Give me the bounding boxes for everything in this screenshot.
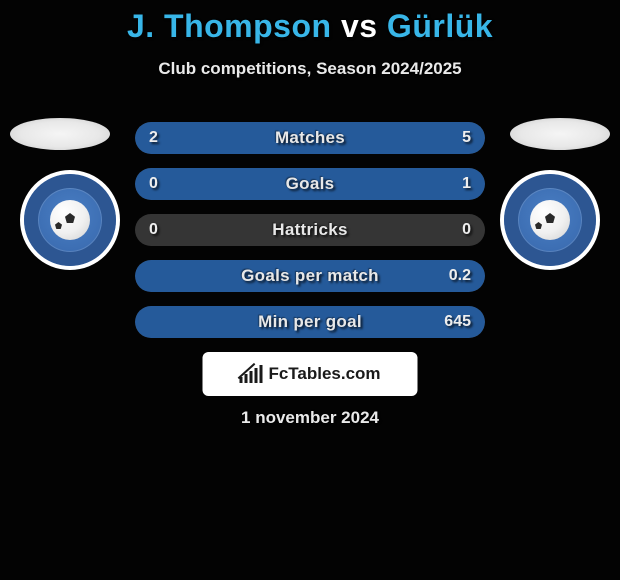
- stat-value-right: 0.2: [449, 260, 471, 292]
- stat-value-right: 0: [462, 214, 471, 246]
- stat-label: Matches: [135, 122, 485, 154]
- player1-name: J. Thompson: [127, 8, 332, 44]
- comparison-infographic: J. Thompson vs Gürlük Club competitions,…: [0, 0, 620, 580]
- football-icon: [530, 200, 570, 240]
- player2-name: Gürlük: [387, 8, 493, 44]
- flag-right: [510, 118, 610, 150]
- football-icon: [50, 200, 90, 240]
- brand-badge: FcTables.com: [203, 352, 418, 396]
- badge-inner: [24, 174, 116, 266]
- stat-row: Matches2 5: [135, 122, 485, 154]
- brand-text: FcTables.com: [268, 364, 380, 384]
- badge-inner: [504, 174, 596, 266]
- subtitle: Club competitions, Season 2024/2025: [0, 59, 620, 79]
- flag-left: [10, 118, 110, 150]
- stat-value-left: 0: [149, 214, 158, 246]
- stat-label: Goals per match: [135, 260, 485, 292]
- stats-panel: Matches25Goals01Hattricks00Goals per mat…: [135, 122, 485, 338]
- stat-label: Goals: [135, 168, 485, 200]
- stat-value-left: 2: [149, 122, 158, 154]
- vs-text: vs: [341, 8, 378, 44]
- stat-label: Hattricks: [135, 214, 485, 246]
- stat-row: Min per goal645: [135, 306, 485, 338]
- date-text: 1 november 2024: [0, 408, 620, 428]
- stat-value-left: 0: [149, 168, 158, 200]
- stat-value-right: 5: [462, 122, 471, 154]
- stat-row: Goals0 1: [135, 168, 485, 200]
- stat-label: Min per goal: [135, 306, 485, 338]
- stat-row: Hattricks0 0: [135, 214, 485, 246]
- stat-value-right: 1: [462, 168, 471, 200]
- stat-row: Goals per match0.2: [135, 260, 485, 292]
- club-badge-right: [500, 170, 600, 270]
- page-title: J. Thompson vs Gürlük: [0, 0, 620, 45]
- club-badge-left: [20, 170, 120, 270]
- stat-value-right: 645: [444, 306, 471, 338]
